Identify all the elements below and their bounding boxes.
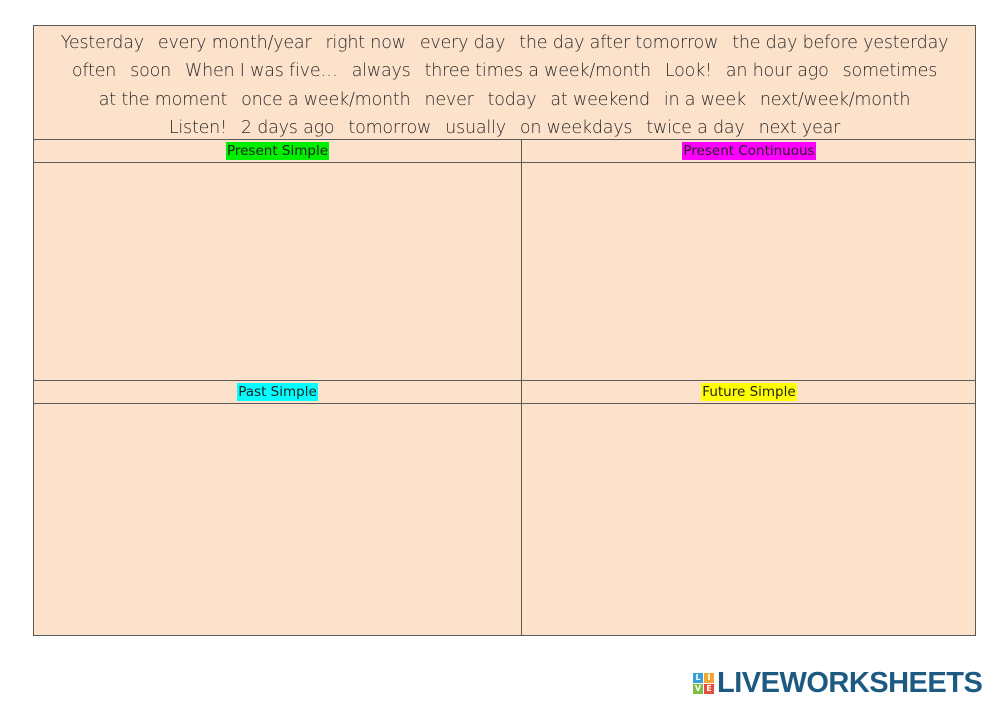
- word-chip[interactable]: next/week/month: [759, 89, 911, 110]
- word-chip[interactable]: soon: [130, 61, 171, 82]
- future-simple-cell: Future Simple: [521, 380, 976, 636]
- word-chip[interactable]: an hour ago: [725, 61, 829, 82]
- word-chip[interactable]: tomorrow: [348, 117, 432, 138]
- worksheet: Yesterday every month/year right now every …: [33, 25, 976, 636]
- present-continuous-cell: Present Continuous: [521, 140, 976, 380]
- past-simple-label: Past Simple: [237, 383, 318, 401]
- word-chip[interactable]: usually: [445, 117, 506, 138]
- word-chip[interactable]: the day before yesterday: [732, 33, 949, 53]
- logo-mark-letter: E: [704, 683, 714, 694]
- word-chip[interactable]: 2 days ago: [240, 117, 335, 138]
- word-chip[interactable]: next year: [758, 117, 841, 138]
- word-chip[interactable]: once a week/month: [241, 89, 411, 110]
- word-bank-line: often soon When I was five… always three tim…: [34, 57, 975, 85]
- present-continuous-header: Present Continuous: [522, 140, 976, 163]
- present-simple-header: Present Simple: [34, 140, 521, 163]
- word-chip[interactable]: Yesterday: [60, 33, 144, 53]
- word-bank: Yesterday every month/year right now every …: [34, 26, 975, 140]
- word-chip[interactable]: Look!: [664, 61, 712, 82]
- future-simple-header: Future Simple: [522, 381, 976, 404]
- word-chip[interactable]: sometimes: [842, 61, 938, 82]
- word-chip[interactable]: at the moment: [98, 89, 228, 110]
- word-chip[interactable]: three times a week/month: [424, 61, 651, 82]
- word-chip[interactable]: at weekend: [550, 89, 650, 110]
- logo-mark-letter: L: [693, 672, 703, 683]
- present-continuous-label: Present Continuous: [682, 142, 816, 160]
- word-bank-line: Listen! 2 days ago tomorrow usually on weekd…: [34, 114, 975, 142]
- logo-mark-letter: I: [704, 672, 714, 683]
- word-bank-line: Yesterday every month/year right now every …: [34, 29, 975, 57]
- liveworksheets-logo-mark: L I V E: [693, 672, 714, 694]
- word-chip[interactable]: often: [71, 61, 117, 82]
- present-simple-label: Present Simple: [225, 142, 330, 160]
- tense-grid: Present Simple Present Continuous Past S…: [34, 140, 976, 636]
- word-chip[interactable]: never: [424, 89, 474, 110]
- word-chip[interactable]: When I was five…: [184, 61, 338, 82]
- past-simple-cell: Past Simple: [34, 380, 521, 636]
- logo-mark-letter: V: [693, 683, 703, 694]
- word-chip[interactable]: today: [487, 89, 537, 110]
- word-chip[interactable]: every month/year: [157, 33, 312, 53]
- word-chip[interactable]: twice a day: [646, 117, 745, 138]
- liveworksheets-logo-text: LIVEWORKSHEETS: [717, 666, 983, 699]
- present-simple-cell: Present Simple: [34, 140, 521, 380]
- word-bank-line: at the moment once a week/month never today…: [34, 86, 975, 114]
- word-chip[interactable]: the day after tomorrow: [519, 33, 719, 53]
- future-simple-label: Future Simple: [701, 383, 797, 401]
- word-chip[interactable]: always: [351, 61, 411, 82]
- word-chip[interactable]: on weekdays: [519, 117, 633, 138]
- word-chip[interactable]: right now: [325, 33, 406, 53]
- liveworksheets-logo: L I V E LIVEWORKSHEETS: [693, 666, 983, 699]
- word-chip[interactable]: every day: [419, 33, 506, 53]
- word-chip[interactable]: Listen!: [168, 117, 227, 138]
- word-chip[interactable]: in a week: [663, 89, 746, 110]
- past-simple-header: Past Simple: [34, 381, 521, 404]
